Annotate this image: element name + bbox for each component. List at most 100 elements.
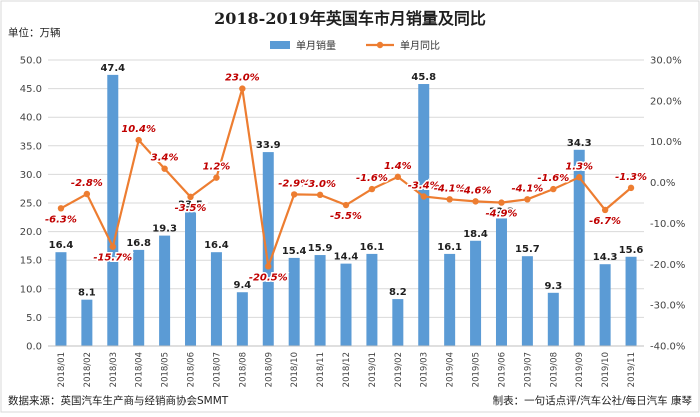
legend-line-marker <box>376 41 384 49</box>
yoy-value-label: -4.9% <box>486 209 518 220</box>
y-left-tick-label: 30.0 <box>20 170 42 181</box>
yoy-point-2019/07 <box>524 196 531 203</box>
bar-2018/01 <box>55 252 67 346</box>
bar-value-label: 16.1 <box>360 242 385 253</box>
yoy-value-label: -20.5% <box>249 272 288 283</box>
yoy-value-label: 1.4% <box>384 161 412 172</box>
yoy-value-label: -3.4% <box>408 180 440 191</box>
yoy-value-label: -15.7% <box>93 253 132 264</box>
bar-value-label: 15.7 <box>515 244 540 255</box>
bar-value-label: 9.4 <box>233 280 251 291</box>
yoy-value-label: -3.5% <box>175 203 207 214</box>
y-right-tick-label: -30.0% <box>650 301 685 312</box>
x-tick-label: 2018/05 <box>161 352 171 387</box>
bar-value-label: 45.8 <box>411 72 436 83</box>
bar-value-label: 19.3 <box>152 224 177 235</box>
y-right-tick-label: 0.0% <box>650 178 675 189</box>
y-left-tick-label: 25.0 <box>20 199 42 210</box>
yoy-point-2019/02 <box>394 173 402 181</box>
x-tick-label: 2018/06 <box>187 352 197 387</box>
yoy-value-label: 10.4% <box>121 124 156 135</box>
bar-2018/03 <box>107 74 119 346</box>
bar-value-label: 8.2 <box>389 287 407 298</box>
bar-2019/04 <box>444 253 456 346</box>
bar-value-label: 14.3 <box>593 252 618 263</box>
yoy-point-2019/09 <box>576 174 583 181</box>
y-right-tick-label: -10.0% <box>650 219 685 230</box>
bar-2018/02 <box>81 299 93 346</box>
yoy-value-label: -4.1% <box>434 183 466 194</box>
y-left-tick-label: 35.0 <box>20 141 42 152</box>
yoy-point-2019/11 <box>627 184 635 192</box>
yoy-point-2018/11 <box>316 191 324 199</box>
bar-value-label: 16.4 <box>49 240 74 251</box>
chart-title: 2018-2019年英国车市月销量及同比 <box>214 9 486 28</box>
yoy-value-label: 3.4% <box>151 153 179 164</box>
x-tick-label: 2019/03 <box>420 352 430 387</box>
x-tick-label: 2019/05 <box>472 352 482 387</box>
x-tick-label: 2018/07 <box>212 352 222 387</box>
axis-layer: 0.0 5.0 10.0 15.0 20.0 25.0 30.0 35.0 40.0 45.0 50… <box>20 56 686 388</box>
x-tick-label: 2018/02 <box>83 352 93 387</box>
x-tick-label: 2018/11 <box>316 352 326 387</box>
bar-2019/09 <box>573 149 585 346</box>
bar-value-label: 15.4 <box>282 246 307 257</box>
x-tick-label: 2018/08 <box>238 352 248 387</box>
bar-value-label: 16.1 <box>437 242 462 253</box>
bar-2019/05 <box>470 240 482 346</box>
yoy-value-label: -4.1% <box>511 183 543 194</box>
yoy-point-2019/01 <box>368 185 376 193</box>
bar-value-label: 22.3 <box>489 206 514 217</box>
yoy-value-label: -4.6% <box>460 185 492 196</box>
bar-2018/12 <box>340 263 352 346</box>
y-right-tick-label: 20.0% <box>650 96 682 107</box>
bar-2018/10 <box>288 257 300 346</box>
yoy-point-2018/10 <box>290 191 298 198</box>
x-tick-label: 2019/02 <box>394 352 404 387</box>
bar-value-label: 33.9 <box>256 140 281 151</box>
x-tick-label: 2019/07 <box>523 352 533 387</box>
yoy-point-2018/09 <box>265 263 272 270</box>
x-tick-label: 2019/11 <box>627 352 637 387</box>
yoy-point-2019/03 <box>420 193 427 200</box>
bar-value-label: 9.3 <box>544 281 562 292</box>
x-tick-label: 2019/04 <box>446 352 456 387</box>
yoy-value-label: -2.9% <box>278 178 310 189</box>
x-tick-label: 2018/04 <box>135 352 145 387</box>
y-right-tick-label: 10.0% <box>650 137 682 148</box>
bar-value-label: 15.9 <box>308 243 333 254</box>
bar-2019/01 <box>366 253 378 346</box>
left-axis-unit: 单位：万辆 <box>8 26 61 39</box>
yoy-value-label: -1.3% <box>615 172 647 183</box>
bar-value-label: 15.6 <box>619 245 644 256</box>
yoy-point-2018/02 <box>83 190 91 198</box>
bar-value-label: 18.4 <box>463 229 488 240</box>
y-right-tick-label: 30.0% <box>650 56 682 67</box>
bar-2018/08 <box>236 292 248 346</box>
yoy-value-label: -6.3% <box>45 214 77 225</box>
bar-value-label: 34.3 <box>567 138 592 149</box>
x-tick-label: 2018/09 <box>264 352 274 387</box>
bar-2019/03 <box>418 84 430 347</box>
bar-2019/07 <box>521 256 533 346</box>
x-tick-label: 2019/01 <box>368 352 378 387</box>
y-left-tick-label: 0.0 <box>26 342 42 353</box>
bar-value-label: 16.4 <box>204 240 229 251</box>
y-right-tick-label: -40.0% <box>650 342 685 353</box>
yoy-value-label: 1.2% <box>203 162 231 173</box>
yoy-point-2019/05 <box>472 198 479 205</box>
bar-value-label: 14.4 <box>334 252 359 263</box>
yoy-point-2018/05 <box>161 165 168 172</box>
yoy-value-label: -5.5% <box>330 211 362 222</box>
yoy-value-label: 1.3% <box>565 161 593 172</box>
legend-bar-swatch <box>270 41 290 49</box>
bar-value-label: 23.5 <box>178 200 203 211</box>
bar-value-label: 47.4 <box>100 63 125 74</box>
legend-line-label: 单月同比 <box>400 40 440 52</box>
x-tick-label: 2018/10 <box>290 352 300 387</box>
y-left-tick-label: 10.0 <box>20 284 42 295</box>
yoy-value-label: -2.8% <box>71 178 103 189</box>
line-layer <box>57 85 635 270</box>
x-tick-label: 2018/01 <box>57 352 67 387</box>
